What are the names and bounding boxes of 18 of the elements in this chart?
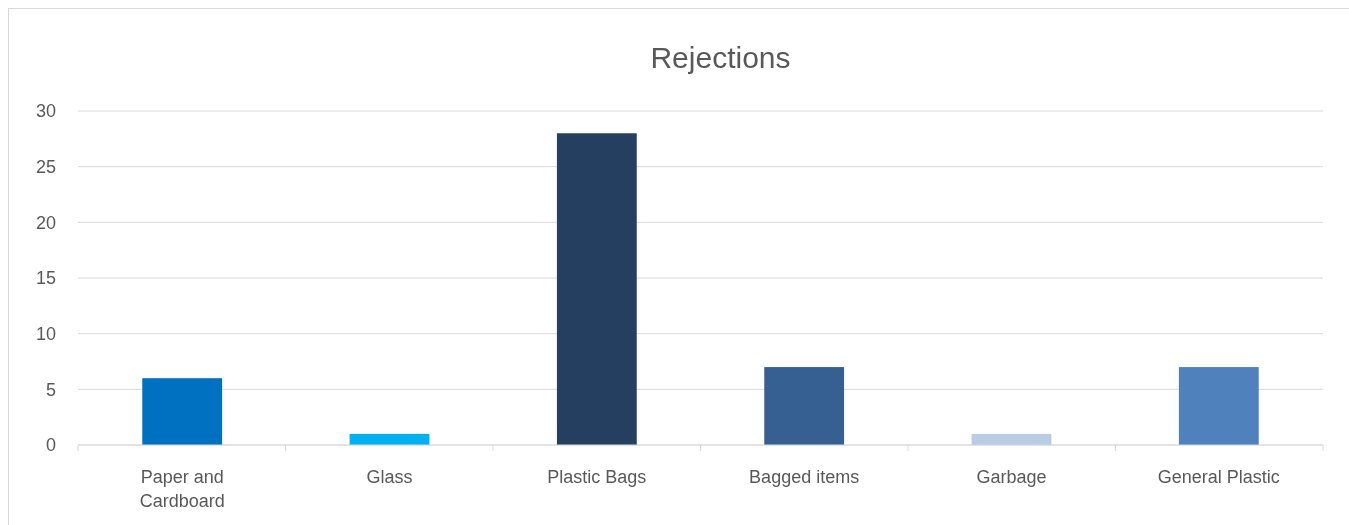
bar <box>142 378 223 445</box>
bar <box>764 367 845 445</box>
chart-title: Rejections <box>650 41 791 74</box>
x-tick-label: Glass <box>366 467 413 487</box>
x-tick-label: Paper and Cardboard <box>139 467 225 511</box>
y-tick-label: 30 <box>35 101 56 122</box>
bar <box>556 133 637 445</box>
y-tick-label: 25 <box>35 156 56 177</box>
y-tick-label: 0 <box>45 435 56 456</box>
bar <box>1178 367 1259 445</box>
y-tick-label: 10 <box>35 323 56 344</box>
y-tick-label: 5 <box>45 379 56 400</box>
x-tick-label: Bagged items <box>749 467 860 487</box>
x-tick-label: General Plastic <box>1157 467 1280 487</box>
x-tick-label: Garbage <box>976 467 1047 487</box>
y-tick-label: 20 <box>35 212 56 233</box>
y-tick-label: 15 <box>35 268 56 289</box>
x-tick-label: Plastic Bags <box>547 467 647 487</box>
